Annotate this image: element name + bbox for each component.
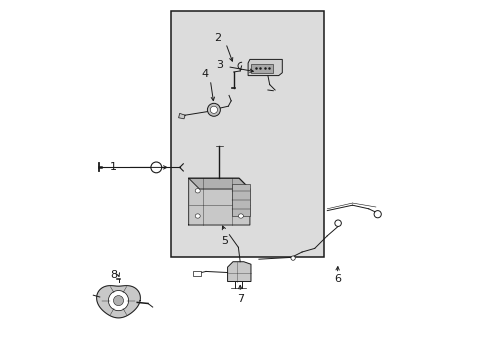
Text: 6: 6: [333, 274, 340, 284]
Text: 4: 4: [201, 69, 208, 79]
Text: 8: 8: [110, 270, 118, 280]
Text: 1: 1: [109, 162, 116, 172]
Polygon shape: [188, 178, 249, 189]
Circle shape: [207, 103, 220, 116]
Polygon shape: [178, 113, 185, 119]
Ellipse shape: [195, 214, 200, 218]
Polygon shape: [247, 59, 282, 76]
Bar: [250, 64, 272, 73]
Polygon shape: [97, 285, 140, 318]
Polygon shape: [227, 262, 250, 282]
Text: 3: 3: [215, 60, 223, 70]
Circle shape: [334, 220, 341, 226]
Circle shape: [108, 291, 128, 311]
Text: 7: 7: [236, 294, 243, 304]
Circle shape: [373, 211, 381, 218]
Circle shape: [210, 106, 217, 113]
Circle shape: [151, 162, 162, 173]
Circle shape: [113, 296, 123, 306]
Text: 5: 5: [221, 236, 228, 246]
Bar: [192, 271, 201, 276]
Bar: [231, 184, 249, 216]
Text: 2: 2: [214, 33, 221, 43]
Polygon shape: [188, 178, 249, 225]
Ellipse shape: [195, 189, 200, 193]
Circle shape: [290, 256, 295, 260]
Bar: [170, 11, 323, 257]
Ellipse shape: [238, 214, 243, 218]
